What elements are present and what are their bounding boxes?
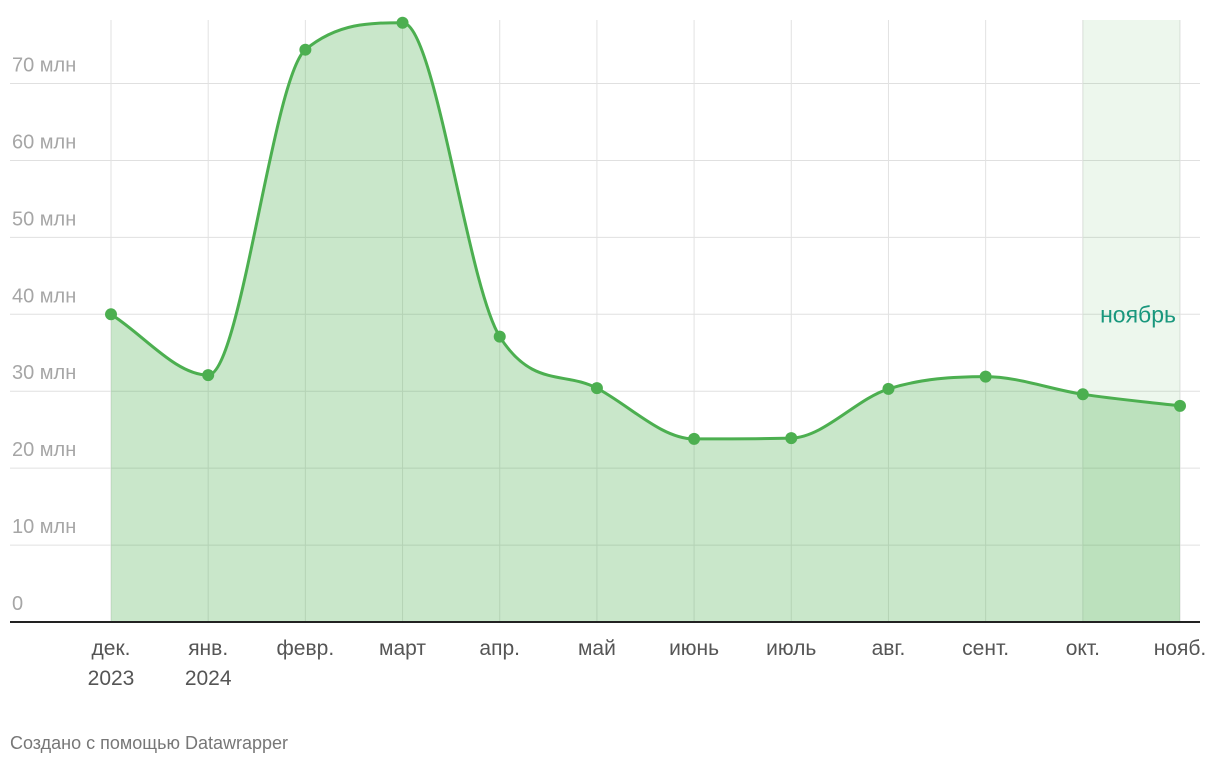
x-tick-label: февр. <box>276 637 335 660</box>
point <box>688 432 701 445</box>
point <box>590 382 603 395</box>
point <box>396 16 409 29</box>
point <box>202 369 215 382</box>
footer: Создано с помощью Datawrapper <box>10 733 289 753</box>
y-tick-label: 50 млн <box>12 208 76 230</box>
line <box>110 21 1181 441</box>
area <box>111 22 1180 623</box>
point <box>785 432 798 445</box>
point <box>299 43 312 56</box>
x-tick-label: дек. 2023 <box>87 637 135 690</box>
point <box>1076 388 1089 401</box>
y-tick-label: 0 <box>12 593 23 615</box>
annotation: ноябрь <box>1100 301 1176 327</box>
x-tick-label: янв. 2024 <box>184 637 232 690</box>
y-tick-label: 70 млн <box>12 55 76 77</box>
x-tick-label: март <box>379 637 426 660</box>
x-tick-label: апр. <box>479 637 520 660</box>
x-tick-label: нояб. <box>1153 637 1207 660</box>
x-tick-label: июль <box>766 637 817 660</box>
x-tick-label: июнь <box>669 637 720 660</box>
point <box>979 370 992 383</box>
y-tick-label: 60 млн <box>12 131 76 153</box>
point <box>1174 399 1186 412</box>
x-tick-label: май <box>577 637 616 660</box>
point <box>493 330 506 343</box>
y-tick-label: 30 млн <box>12 362 76 384</box>
highlight-band <box>1082 20 1180 622</box>
y-tick-label: 10 млн <box>12 516 76 538</box>
point <box>882 382 895 395</box>
x-tick-label: авг. <box>871 637 906 660</box>
point <box>105 308 117 321</box>
y-tick-label: 40 млн <box>12 285 76 307</box>
y-tick-label: 20 млн <box>12 439 76 461</box>
x-tick-label: окт. <box>1065 637 1100 660</box>
x-tick-label: сент. <box>962 637 1010 660</box>
